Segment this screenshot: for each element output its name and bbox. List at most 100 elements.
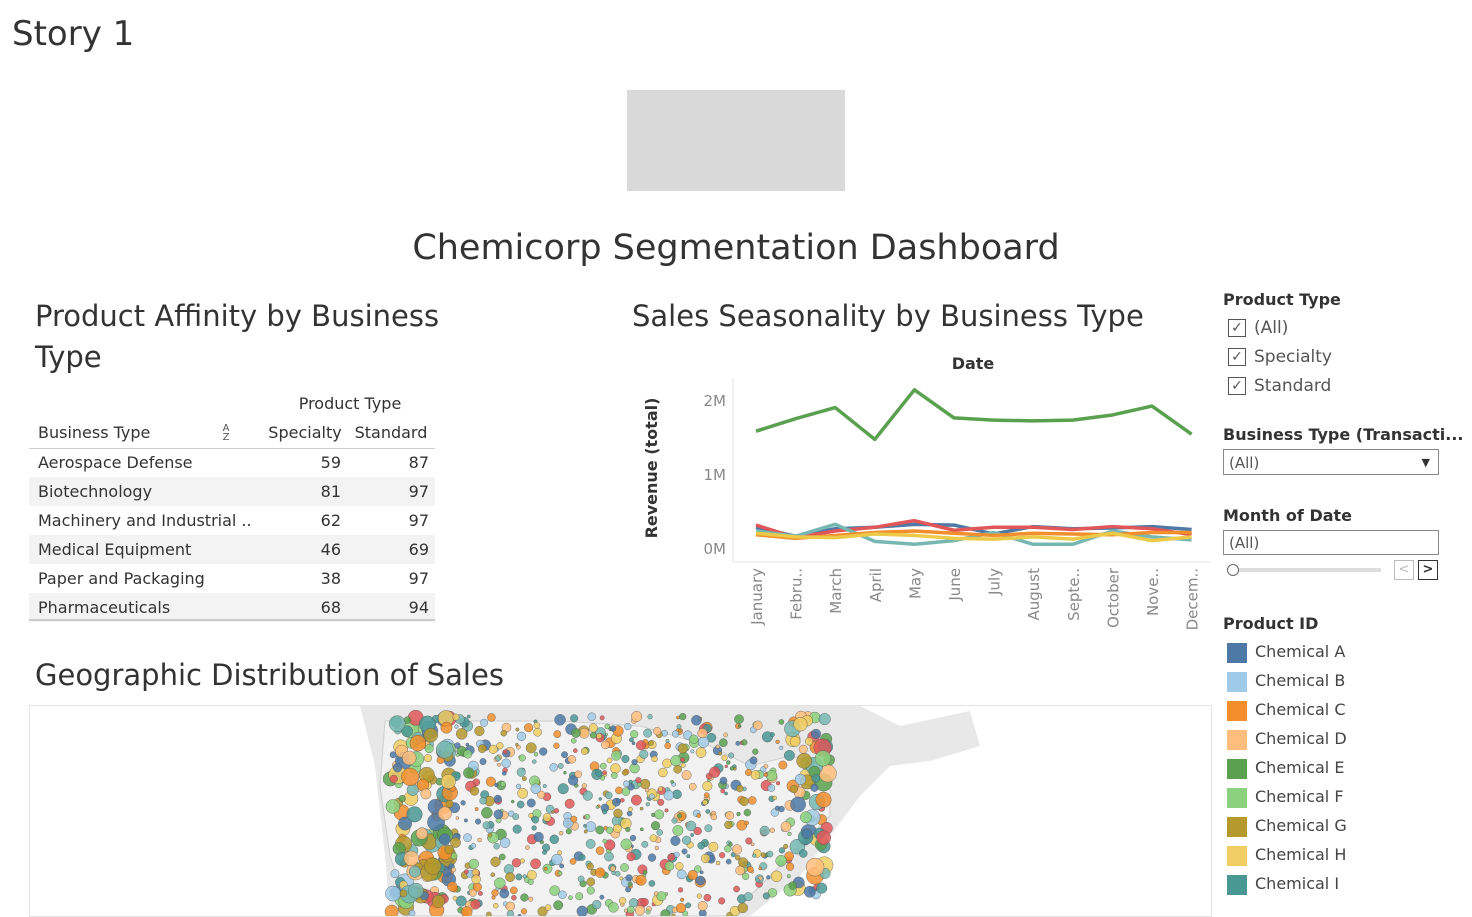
map-point[interactable] [787,831,792,836]
map-point[interactable] [424,744,434,754]
map-point[interactable] [662,758,672,769]
map-point[interactable] [766,769,778,782]
map-point[interactable] [586,886,595,895]
map-point[interactable] [580,747,589,755]
map-point[interactable] [543,866,548,871]
map-point[interactable] [558,830,564,836]
map-point[interactable] [708,841,719,852]
map-point[interactable] [700,853,711,864]
map-point[interactable] [542,849,547,855]
map-point[interactable] [693,826,702,836]
map-point[interactable] [664,808,669,813]
map-point[interactable] [512,824,522,834]
map-point[interactable] [440,773,456,789]
map-point[interactable] [647,714,653,720]
map-point[interactable] [452,895,458,901]
map-point[interactable] [402,750,417,766]
map-point[interactable] [609,725,617,732]
map-point[interactable] [501,758,511,769]
product-type-option[interactable]: ✓ Specialty [1228,347,1332,369]
map-point[interactable] [563,771,567,775]
map-point[interactable] [398,816,412,831]
map-point[interactable] [385,799,401,814]
map-point[interactable] [532,759,537,764]
series-line[interactable] [755,518,1192,540]
map-point[interactable] [681,770,692,781]
map-point[interactable] [620,817,632,830]
map-point[interactable] [680,757,685,763]
map-point[interactable] [549,834,559,845]
map-point[interactable] [800,811,812,824]
map-point[interactable] [615,786,623,795]
map-point[interactable] [774,805,780,811]
map-point[interactable] [628,806,633,812]
map-point[interactable] [694,865,702,873]
legend-item[interactable]: Chemical A [1227,642,1345,664]
map-point[interactable] [516,800,525,809]
map-point[interactable] [570,737,577,744]
map-point[interactable] [406,806,423,823]
map-point[interactable] [456,753,460,757]
map-point[interactable] [553,742,560,749]
map-point[interactable] [743,808,752,817]
map-point[interactable] [524,723,534,733]
map-point[interactable] [745,768,753,776]
map-point[interactable] [723,732,728,738]
map-point[interactable] [690,749,695,754]
map-point[interactable] [561,751,568,759]
map-point[interactable] [769,827,775,833]
map-point[interactable] [423,728,438,743]
map-point[interactable] [715,744,720,749]
map-point[interactable] [766,875,771,880]
checkbox-checked-icon[interactable]: ✓ [1228,348,1246,366]
month-input[interactable]: (All) [1223,530,1439,555]
map-point[interactable] [399,889,408,898]
map-point[interactable] [595,769,603,777]
map-point[interactable] [582,790,593,801]
map-point[interactable] [715,860,721,866]
map-point[interactable] [533,752,539,757]
map-point[interactable] [450,837,461,848]
map-point[interactable] [718,751,723,756]
map-point[interactable] [746,866,754,873]
map-point[interactable] [522,874,527,879]
map-point[interactable] [611,750,622,761]
map-point[interactable] [769,732,775,738]
month-slider[interactable] [1227,564,1381,576]
map-point[interactable] [587,712,596,721]
map-point[interactable] [505,872,516,882]
map-point[interactable] [409,734,427,752]
map-point[interactable] [719,852,726,859]
map-point[interactable] [677,887,684,893]
map-point[interactable] [630,794,642,806]
map-point[interactable] [576,905,588,916]
map-point[interactable] [482,821,491,830]
map-point[interactable] [565,828,572,835]
map-point[interactable] [390,869,400,879]
map-point[interactable] [811,773,821,783]
map-point[interactable] [640,898,649,907]
map-point[interactable] [528,812,534,819]
map-point[interactable] [664,861,675,871]
map-point[interactable] [676,715,680,720]
map-point[interactable] [752,748,759,755]
map-point[interactable] [741,739,748,746]
map-point[interactable] [724,820,733,830]
map-point[interactable] [401,725,413,738]
map-point[interactable] [571,728,581,738]
map-point[interactable] [621,769,628,776]
map-point[interactable] [675,862,684,871]
map-point[interactable] [635,740,646,751]
map-point[interactable] [423,754,432,763]
map-point[interactable] [599,894,605,900]
map-point[interactable] [517,787,528,799]
map-point[interactable] [736,811,741,817]
map-point[interactable] [752,853,757,858]
map-point[interactable] [557,763,564,769]
map-point[interactable] [515,727,520,732]
header-standard[interactable]: Standard [354,423,428,442]
map-point[interactable] [631,759,638,766]
map-point[interactable] [793,717,808,732]
map-point[interactable] [767,784,776,792]
map-point[interactable] [642,870,648,875]
